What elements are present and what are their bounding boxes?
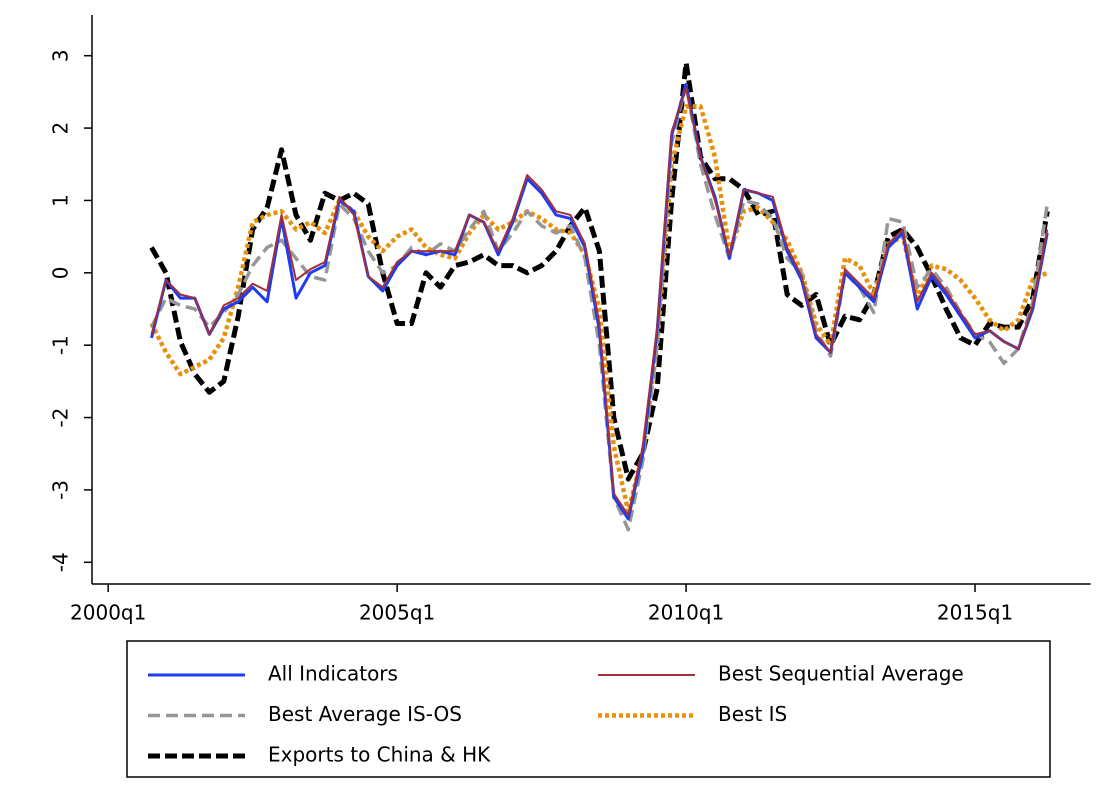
legend-label: Exports to China & HK [268,743,491,767]
y-tick-label: 2 [49,122,73,135]
series-line [149,82,1049,532]
x-tick-label: 2005q1 [359,601,435,625]
legend-label: Best IS [718,702,787,726]
y-tick-label: -1 [49,335,73,355]
y-tick-label: -4 [49,552,73,572]
y-tick-label: 0 [49,266,73,279]
series-line [149,60,1050,482]
legend-box [126,640,1051,778]
y-tick-label: 1 [49,194,73,207]
legend-label: All Indicators [268,662,398,686]
x-tick-label: 2015q1 [937,601,1013,625]
legend-label: Best Sequential Average [718,662,964,686]
y-tick-label: -3 [49,480,73,500]
x-tick-label: 2000q1 [70,601,146,625]
y-tick-label: -2 [49,408,73,428]
x-tick-label: 2010q1 [648,601,724,625]
legend-label: Best Average IS-OS [268,702,462,726]
series-line [150,87,1049,517]
y-tick-label: 3 [49,49,73,62]
